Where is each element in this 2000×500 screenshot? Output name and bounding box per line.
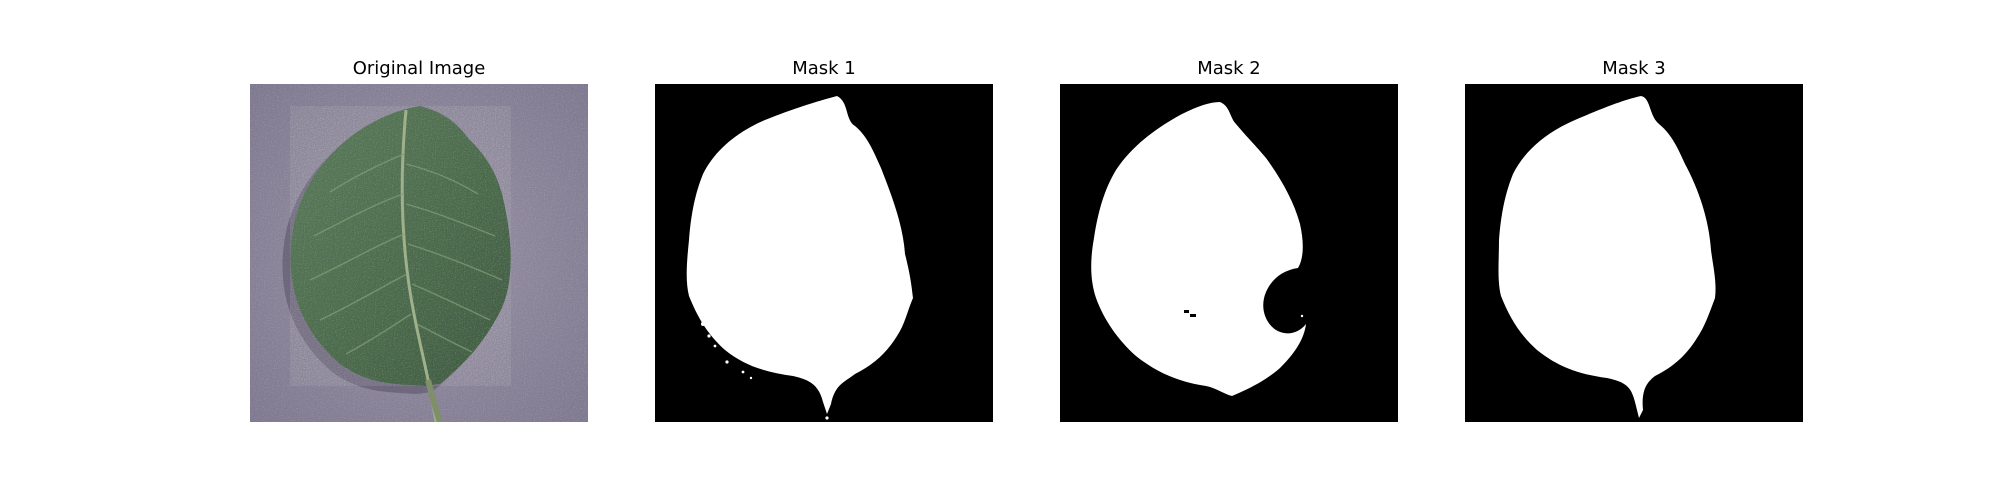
panel-title-mask-1: Mask 1 <box>792 58 856 79</box>
mask-1 <box>655 84 993 422</box>
panel-title-mask-2: Mask 2 <box>1197 58 1261 79</box>
mask-2-shape <box>1060 84 1398 422</box>
mask-3-shape <box>1465 84 1803 422</box>
panel-title-mask-3: Mask 3 <box>1602 58 1666 79</box>
panel-title-original: Original Image <box>352 58 486 79</box>
mask-1-shape <box>655 84 993 422</box>
original-image <box>250 84 588 422</box>
mask-3 <box>1465 84 1803 422</box>
leaf-photo <box>250 84 588 422</box>
mask-2 <box>1060 84 1398 422</box>
